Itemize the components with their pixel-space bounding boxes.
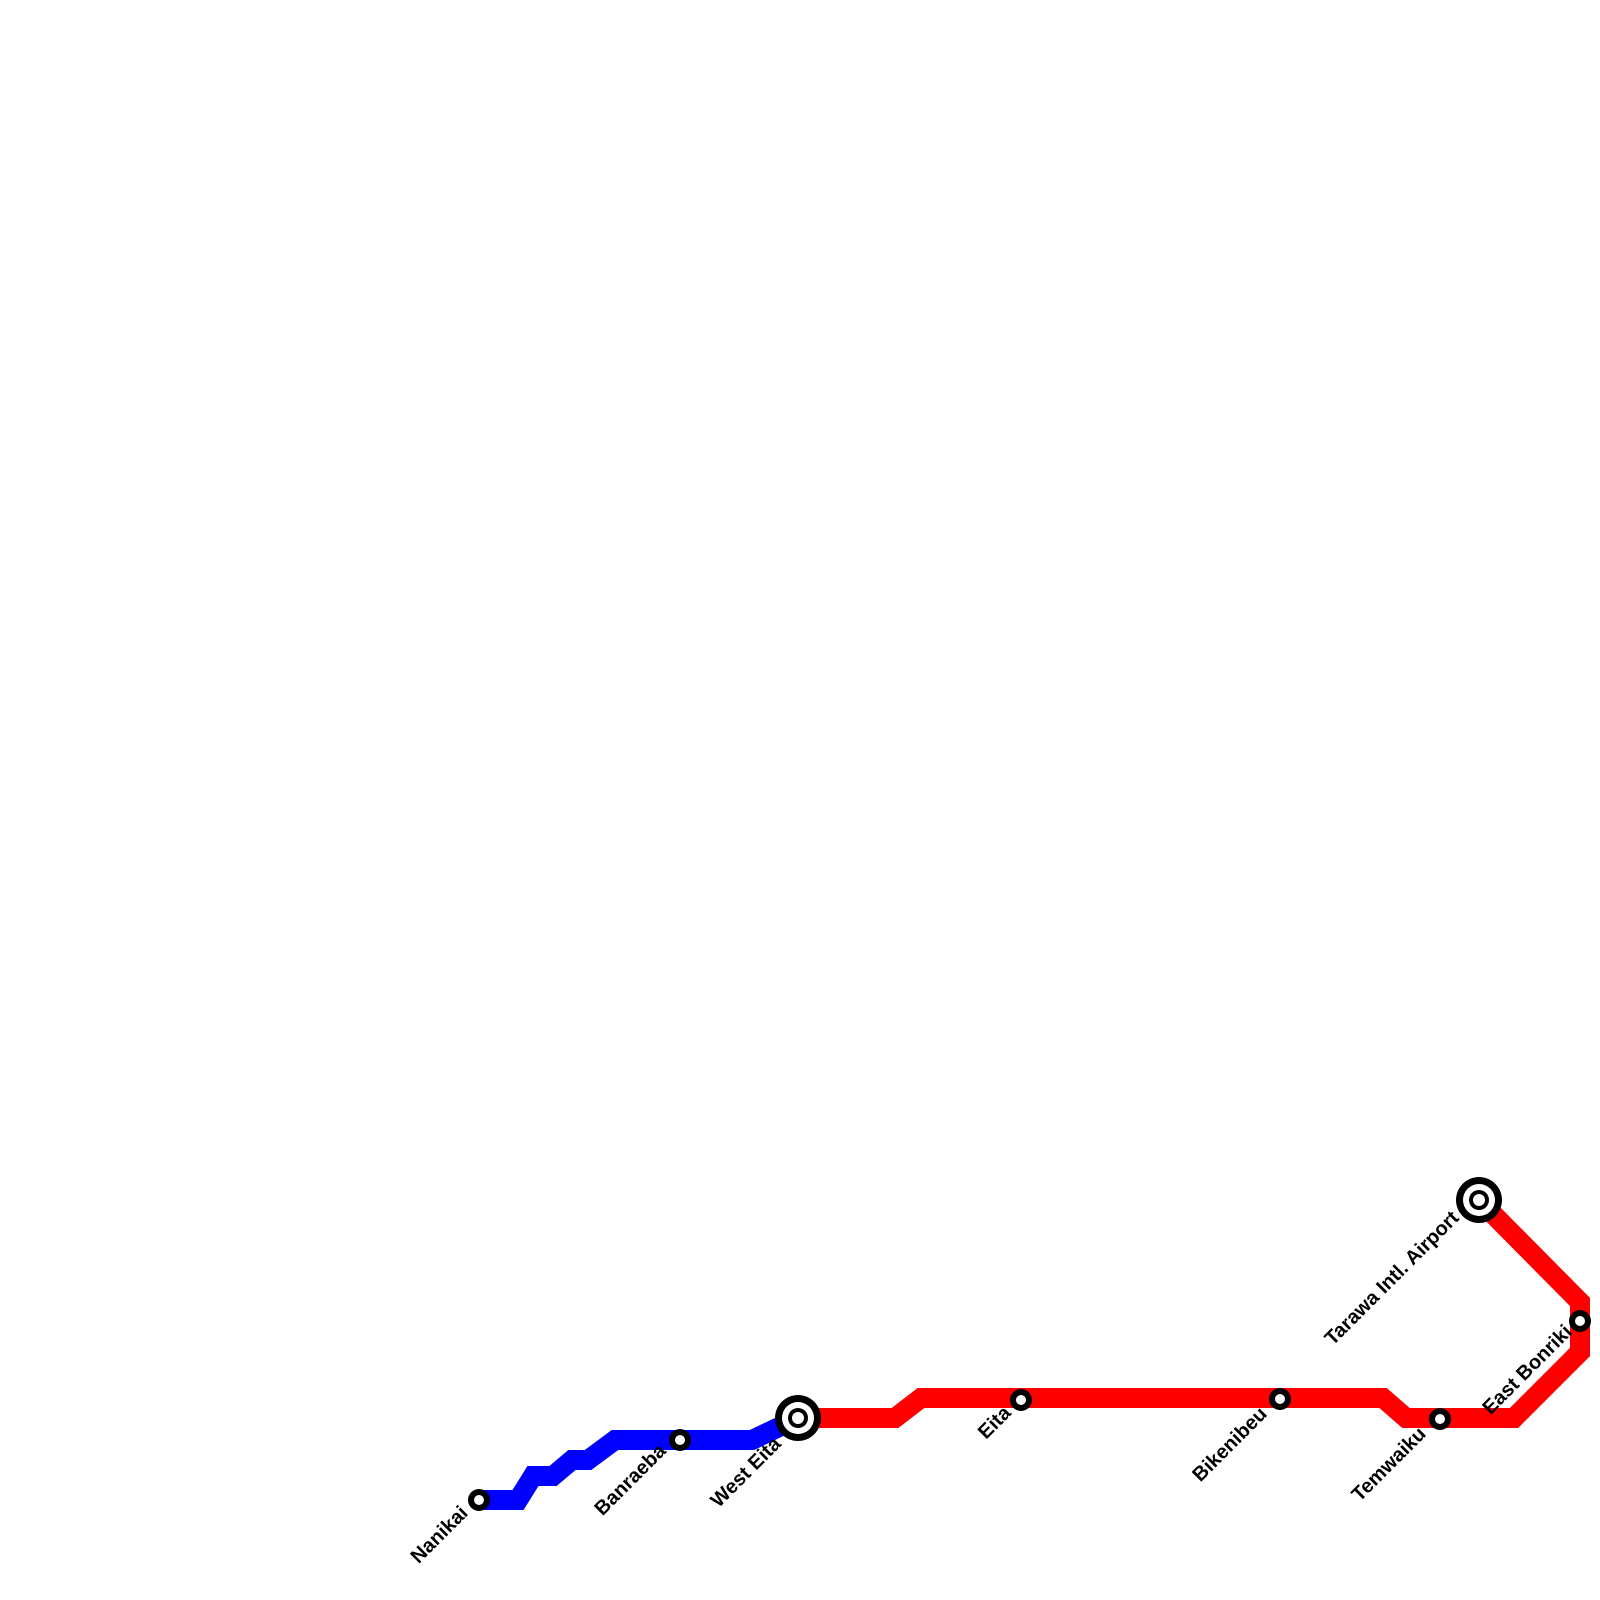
station-marker-west-eita bbox=[775, 1395, 821, 1441]
station-marker-east-bonriki bbox=[1569, 1310, 1591, 1332]
station-marker-bikenibeu bbox=[1269, 1388, 1291, 1410]
station-marker-tarawa-intl-airport bbox=[1456, 1177, 1502, 1223]
station-ring-nanikai-1 bbox=[474, 1495, 484, 1505]
station-ring-bikenibeu-1 bbox=[1275, 1394, 1285, 1404]
station-marker-temwaiku bbox=[1429, 1408, 1451, 1430]
station-ring-eita-1 bbox=[1016, 1395, 1026, 1405]
station-label-temwaiku: Temwaiku bbox=[1348, 1423, 1431, 1506]
station-marker-banraeba bbox=[669, 1429, 691, 1451]
station-label-nanikai: Nanikai bbox=[407, 1502, 473, 1568]
blue-line-route bbox=[479, 1408, 803, 1510]
station-ring-banraeba-1 bbox=[675, 1435, 685, 1445]
interchange-ring-west-eita-3 bbox=[792, 1412, 804, 1424]
station-marker-eita bbox=[1010, 1389, 1032, 1411]
station-marker-nanikai bbox=[468, 1489, 490, 1511]
red-line-route bbox=[798, 1192, 1590, 1428]
interchange-ring-tarawa-intl-airport-3 bbox=[1473, 1194, 1485, 1206]
station-label-bikenibeu: Bikenibeu bbox=[1188, 1403, 1271, 1486]
station-ring-temwaiku-1 bbox=[1435, 1414, 1445, 1424]
station-label-tarawa-intl-airport: Tarawa Intl. Airport bbox=[1321, 1207, 1464, 1350]
station-ring-east-bonriki-1 bbox=[1575, 1316, 1585, 1326]
